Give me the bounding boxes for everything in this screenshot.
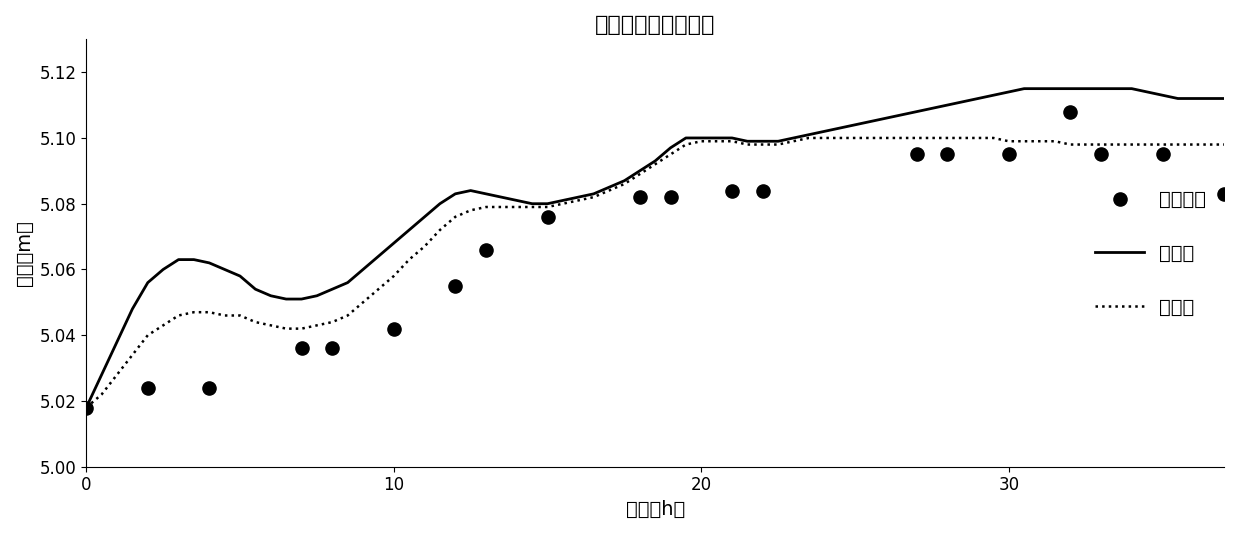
实测序列 <box>1092 150 1111 159</box>
实测序列 <box>199 383 219 392</box>
Y-axis label: 水位（m）: 水位（m） <box>15 220 33 286</box>
实测序列 <box>1061 107 1080 116</box>
计算値 <box>1217 95 1232 101</box>
计算値 <box>940 102 955 108</box>
实测序列 <box>476 246 496 254</box>
Title: 子河节制闸闸后水位: 子河节制闸闸后水位 <box>595 15 715 35</box>
实测序列 <box>322 344 342 352</box>
实测序列 <box>722 186 742 195</box>
实测序列 <box>1214 190 1234 198</box>
修正値 <box>1001 138 1016 145</box>
实测序列 <box>999 150 1018 159</box>
修正値 <box>802 135 817 141</box>
实测序列 <box>753 186 773 195</box>
实测序列 <box>384 324 404 333</box>
计算値 <box>171 256 186 263</box>
实测序列 <box>445 281 465 290</box>
实测序列 <box>77 403 97 412</box>
实测序列 <box>291 344 311 352</box>
实测序列 <box>938 150 958 159</box>
计算値 <box>970 95 985 101</box>
实测序列 <box>660 193 680 201</box>
Legend: 实测序列, 计算値, 修正値: 实测序列, 计算値, 修正値 <box>1088 182 1214 324</box>
修正値 <box>986 135 1001 141</box>
实测序列 <box>1152 150 1172 159</box>
Line: 计算値: 计算値 <box>87 89 1224 407</box>
Line: 修正値: 修正値 <box>87 138 1224 407</box>
实测序列 <box>629 193 649 201</box>
计算値 <box>1017 85 1032 92</box>
修正値 <box>171 312 186 319</box>
修正値 <box>1032 138 1047 145</box>
修正値 <box>1109 142 1124 148</box>
修正値 <box>1217 142 1232 148</box>
修正値 <box>79 404 94 411</box>
实测序列 <box>138 383 157 392</box>
计算値 <box>986 92 1001 98</box>
修正値 <box>955 135 970 141</box>
计算値 <box>1109 85 1124 92</box>
实测序列 <box>907 150 927 159</box>
实测序列 <box>538 213 558 221</box>
X-axis label: 时间（h）: 时间（h） <box>626 500 685 519</box>
计算値 <box>79 404 94 411</box>
计算値 <box>1032 85 1047 92</box>
